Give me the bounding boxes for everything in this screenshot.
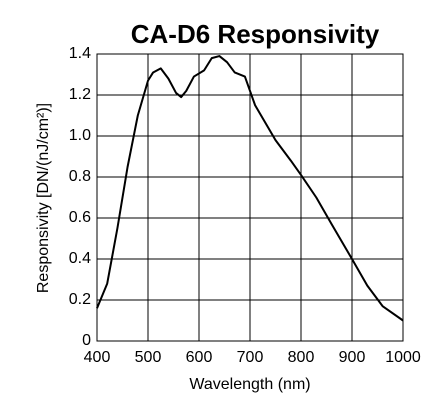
x-tick-label: 500: [135, 349, 162, 366]
y-tick-label: 1.0: [69, 127, 91, 144]
y-axis-label: Responsivity [DN/(nJ/cm²)]: [35, 103, 52, 293]
x-axis-label: Wavelength (nm): [189, 376, 310, 393]
x-tick-label: 700: [237, 349, 264, 366]
y-tick-label: 0.6: [69, 209, 91, 226]
y-tick-label: 0.8: [69, 168, 91, 185]
y-tick-label: 1.4: [69, 45, 91, 62]
x-tick-label: 600: [186, 349, 213, 366]
x-tick-label: 1000: [385, 349, 421, 366]
x-tick-label: 400: [84, 349, 111, 366]
plot-frame: [96, 53, 404, 342]
data-line: [96, 55, 404, 322]
y-tick-label: 1.2: [69, 86, 91, 103]
y-tick-label: 0: [82, 332, 91, 349]
chart-title: CA-D6 Responsivity: [131, 19, 380, 49]
y-tick-label: 0.2: [69, 291, 91, 308]
x-tick-label: 900: [339, 349, 366, 366]
x-tick-label: 800: [288, 349, 315, 366]
y-tick-label: 0.4: [69, 250, 91, 267]
